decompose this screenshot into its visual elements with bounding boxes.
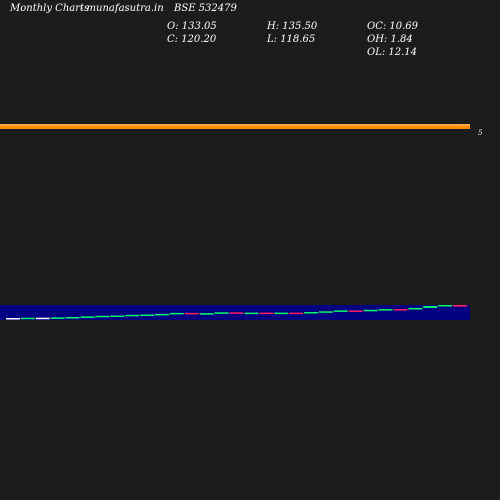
candle xyxy=(378,309,393,311)
candle xyxy=(155,313,169,316)
close-value: C: 120.20 xyxy=(167,34,217,45)
candle xyxy=(304,312,318,314)
candle xyxy=(50,317,65,319)
candle xyxy=(348,310,363,312)
oc-value: OC: 10.69 xyxy=(367,21,419,32)
price-band-layer xyxy=(0,124,470,129)
candle xyxy=(363,309,378,312)
chart-type-label: Monthly Charts xyxy=(10,3,90,14)
candle xyxy=(125,314,140,317)
candle xyxy=(319,311,333,313)
candle xyxy=(393,309,408,311)
candle xyxy=(214,312,229,314)
candle xyxy=(274,312,289,315)
candle xyxy=(65,317,80,319)
candle xyxy=(95,315,110,318)
candle xyxy=(184,312,199,315)
candle xyxy=(169,312,184,315)
candle xyxy=(244,312,259,315)
candle xyxy=(259,312,274,315)
price-band xyxy=(0,124,470,129)
symbol-label: BSE 532479 xyxy=(174,3,237,14)
candle xyxy=(110,315,125,317)
candle xyxy=(423,306,438,308)
candle xyxy=(229,312,244,314)
high-value: H: 135.50 xyxy=(267,21,318,32)
candle xyxy=(199,313,214,315)
candle xyxy=(408,307,423,310)
candle xyxy=(80,316,95,318)
open-value: O: 133.05 xyxy=(167,21,217,32)
candle xyxy=(453,305,467,307)
candle xyxy=(289,312,304,315)
candle xyxy=(6,318,20,320)
oh-value: OH: 1.84 xyxy=(367,34,413,45)
candle xyxy=(438,305,453,307)
right-edge-label: 5 xyxy=(478,129,483,137)
candle xyxy=(35,317,50,320)
candle xyxy=(20,317,35,320)
site-label: - munafasutra.in xyxy=(80,3,164,14)
candle-layer xyxy=(0,305,470,320)
candle xyxy=(333,310,348,312)
low-value: L: 118.65 xyxy=(267,34,316,45)
ol-value: OL: 12.14 xyxy=(367,47,418,58)
candle xyxy=(140,314,154,316)
